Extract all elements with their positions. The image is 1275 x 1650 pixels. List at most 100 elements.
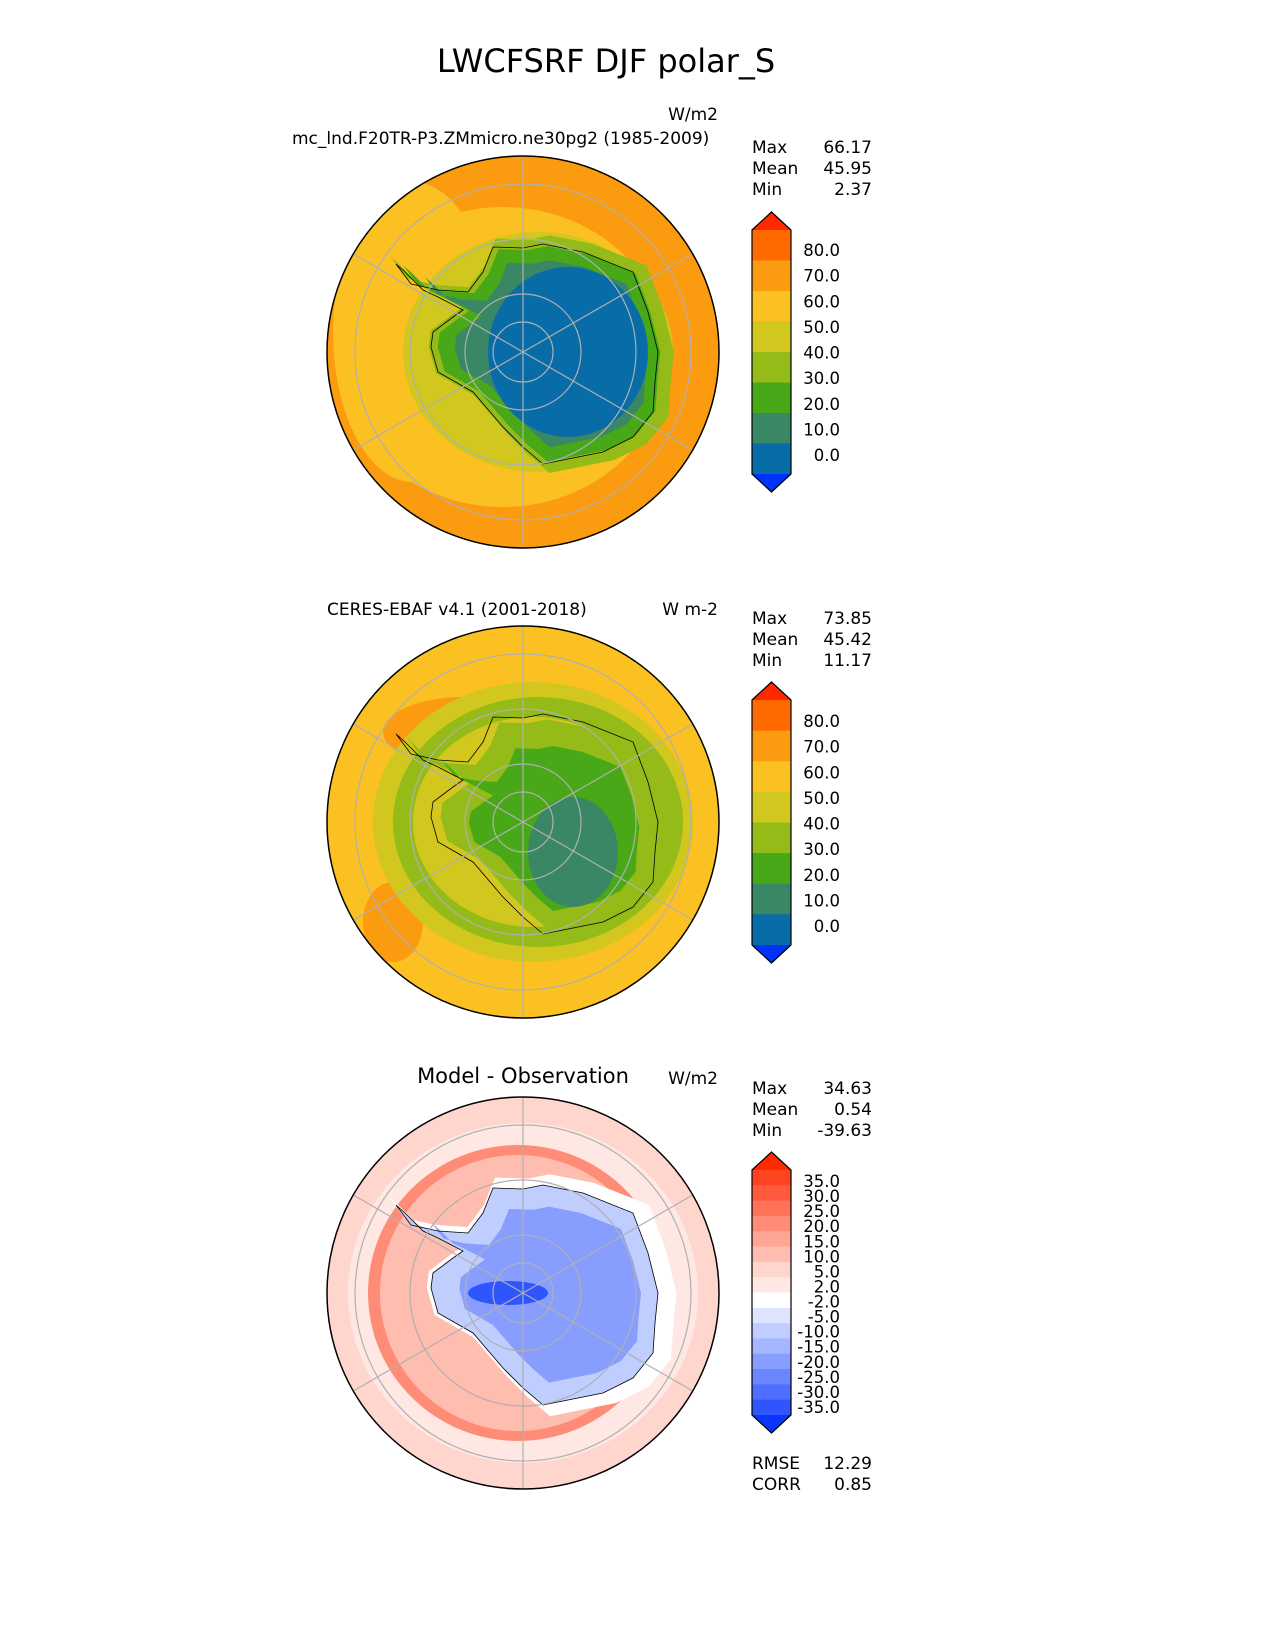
colorbar-tick-label: 30.0: [803, 840, 840, 859]
panel1-units: W/m2: [668, 105, 718, 125]
colorbar-segment: [752, 1170, 791, 1186]
colorbar-segment: [752, 700, 791, 732]
colorbar-extend-min: [752, 1415, 791, 1433]
colorbar-tick-label: 15.0: [803, 1232, 840, 1251]
colorbar-tick-label: 10.0: [803, 1247, 840, 1266]
colorbar-segment: [752, 230, 791, 261]
longitude-gridline: [352, 351, 524, 451]
panel3-title: Model - Observation: [417, 1064, 629, 1088]
colorbar-model: 80.0 70.0 60.0 50.0 40.0 30.0 20.0 10.0 0.0: [751, 211, 840, 493]
colorbar-tick-label: 80.0: [803, 241, 840, 260]
colorbar-outline: [751, 681, 792, 964]
coastline: [395, 1184, 659, 1406]
colorbar-segment: [752, 291, 791, 322]
colorbar-segment: [752, 853, 791, 885]
field-band: [488, 267, 648, 437]
corr-label: CORR: [752, 1475, 801, 1495]
panel3-mean-label: Mean: [752, 1100, 799, 1120]
panel2-min-value: 11.17: [823, 651, 872, 671]
colorbar-extend-max: [752, 212, 791, 230]
colorbar-tick-label: 35.0: [803, 1172, 840, 1191]
colorbar-segment: [752, 1353, 791, 1370]
colorbar-tick-label: 30.0: [803, 1187, 840, 1206]
coastline: [395, 713, 659, 935]
panel3-mean-value: 0.54: [834, 1100, 872, 1120]
panel2-units: W m-2: [662, 600, 718, 620]
colorbar-tick-label: 2.0: [814, 1277, 840, 1296]
coastline: [395, 243, 659, 465]
colorbar-segment: [752, 382, 791, 414]
colorbar-segment: [752, 1261, 791, 1278]
map-boundary: [326, 1096, 720, 1490]
colorbar-segment: [752, 1338, 791, 1355]
panel1-max-value: 66.17: [823, 138, 872, 158]
colorbar-segment: [752, 1185, 791, 1202]
colorbar-segment: [752, 1384, 791, 1401]
colorbar-observation: 80.0 70.0 60.0 50.0 40.0 30.0 20.0 10.0 0.0: [751, 681, 840, 964]
colorbar-tick-label: 80.0: [803, 712, 840, 731]
longitude-gridline: [522, 253, 694, 353]
panel3-max-value: 34.63: [823, 1079, 872, 1099]
panel2-max-value: 73.85: [823, 609, 872, 629]
colorbar-segment: [752, 791, 791, 823]
colorbar-segment: [752, 1369, 791, 1385]
colorbar-tick-label: 60.0: [803, 292, 840, 311]
colorbar-segment: [752, 822, 791, 854]
panel1-title: mc_lnd.F20TR-P3.ZMmicro.ne30pg2 (1985-20…: [292, 129, 710, 149]
colorbar-tick-label: -35.0: [797, 1398, 840, 1417]
colorbar-tick-label: 50.0: [803, 318, 840, 337]
panel1-mean-value: 45.95: [823, 159, 872, 179]
colorbar-tick-label: -5.0: [808, 1308, 840, 1327]
longitude-gridline: [352, 253, 524, 353]
panel2-mean-label: Mean: [752, 630, 799, 650]
observation-map: [327, 626, 719, 1018]
map-boundary: [326, 155, 720, 549]
colorbar-tick-label: 5.0: [814, 1262, 840, 1281]
colorbar-segment: [752, 1399, 791, 1416]
colorbar-extend-min: [752, 945, 791, 963]
colorbar-tick-label: -30.0: [797, 1383, 840, 1402]
longitude-gridline: [352, 821, 524, 921]
panel3-min-label: Min: [752, 1121, 783, 1141]
colorbar-tick-label: 70.0: [803, 267, 840, 286]
panel2-mean-value: 45.42: [823, 630, 872, 650]
colorbar-outline: [751, 211, 792, 493]
colorbar-segment: [752, 1231, 791, 1248]
colorbar-tick-label: 0.0: [814, 917, 840, 936]
map-gridlines: [326, 155, 720, 1490]
colorbar-tick-label: 0.0: [814, 446, 840, 465]
colorbar-tick-label: -10.0: [797, 1323, 840, 1342]
colorbar-tick-label: 20.0: [803, 1217, 840, 1236]
colorbar-segment: [752, 883, 791, 915]
panel1-min-label: Min: [752, 180, 783, 200]
longitude-gridline: [352, 1292, 524, 1392]
longitude-gridline: [352, 1194, 524, 1294]
panel3-units: W/m2: [668, 1069, 718, 1089]
colorbar-segment: [752, 730, 791, 762]
colorbar-segment: [752, 914, 791, 946]
panel1-mean-label: Mean: [752, 159, 799, 179]
difference-band: [468, 1281, 548, 1305]
longitude-gridline: [522, 821, 694, 921]
longitude-gridline: [522, 1194, 694, 1294]
colorbar-segment: [752, 1323, 791, 1339]
colorbar-segment: [752, 1292, 791, 1309]
colorbar-segment: [752, 1277, 791, 1293]
colorbar-tick-label: 25.0: [803, 1202, 840, 1221]
panel3-max-label: Max: [752, 1079, 788, 1099]
colorbar-tick-label: -15.0: [797, 1338, 840, 1357]
colorbar-segment: [752, 443, 791, 475]
colorbar-tick-label: 70.0: [803, 738, 840, 757]
colorbar-tick-label: 50.0: [803, 789, 840, 808]
colorbar-tick-label: 40.0: [803, 344, 840, 363]
colorbar-segment: [752, 321, 791, 353]
colorbar-tick-label: 30.0: [803, 369, 840, 388]
longitude-gridline: [522, 1292, 694, 1392]
colorbar-tick-label: -20.0: [797, 1353, 840, 1372]
colorbar-extend-min: [752, 474, 791, 492]
colorbar-tick-label: 10.0: [803, 420, 840, 439]
colorbar-tick-label: 40.0: [803, 815, 840, 834]
colorbar-tick-label: 60.0: [803, 763, 840, 782]
rmse-value: 12.29: [823, 1454, 872, 1474]
